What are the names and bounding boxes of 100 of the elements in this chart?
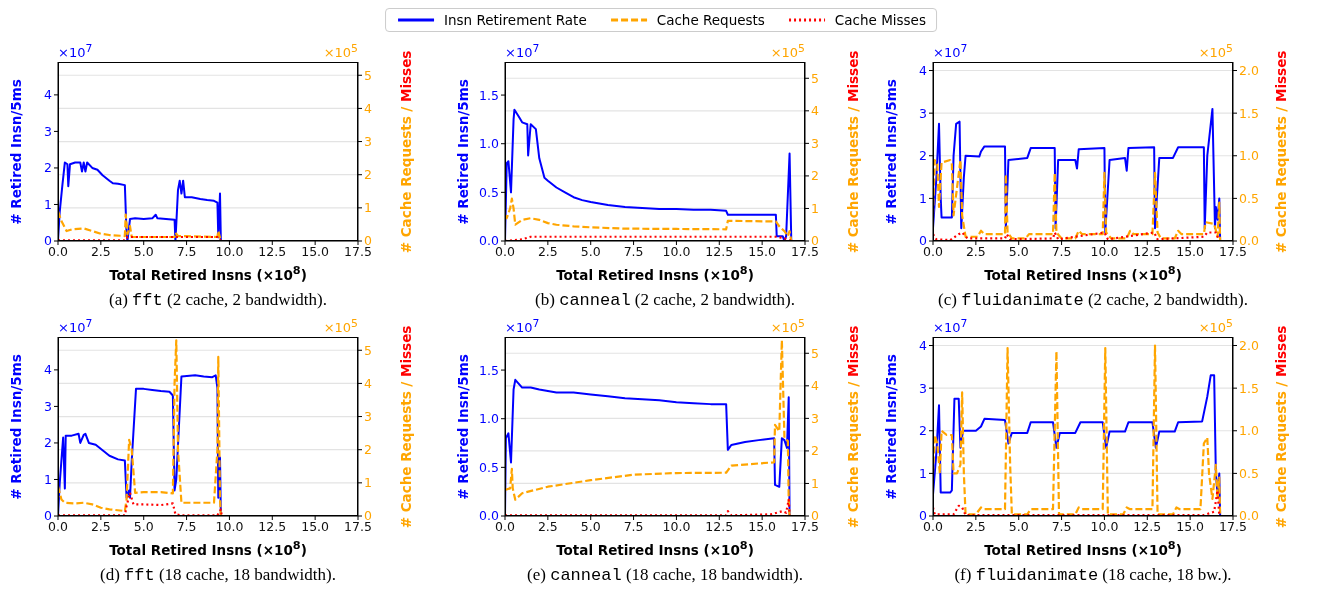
x-axis-title: Total Retired Insns (×10$^{8}$) xyxy=(983,539,1183,558)
y-tick-label: 2 xyxy=(919,148,927,164)
y2-tick-label: 1 xyxy=(811,475,819,491)
x-tick-label: 10.0 xyxy=(1090,243,1119,259)
legend-label: Cache Misses xyxy=(834,12,926,28)
y-tick-label: 1.5 xyxy=(479,362,499,378)
line-series xyxy=(933,158,1222,241)
x-tick-label: 5.0 xyxy=(133,243,154,259)
x-tick-label: 12.5 xyxy=(1133,243,1162,259)
y-tick-label: 3 xyxy=(44,398,52,414)
x-tick-label: 10.0 xyxy=(662,243,691,259)
y2-tick-label: 5 xyxy=(811,345,819,361)
y2-tick-label: 2 xyxy=(364,167,372,183)
x-tick-label: 7.5 xyxy=(623,243,644,259)
text: ×10$^{5}$ xyxy=(1198,42,1233,61)
x-tick-label: 12.5 xyxy=(258,518,287,534)
y2-tick-label: 4 xyxy=(811,103,819,119)
x-axis-title: Total Retired Insns (×10$^{8}$) xyxy=(983,264,1183,283)
x-tick-label: 15.0 xyxy=(1176,518,1205,534)
y-tick-label: 4 xyxy=(44,362,53,378)
y-tick-label: 1 xyxy=(44,196,52,212)
y-tick-label: 1.0 xyxy=(479,411,500,427)
y-tick-label: 2 xyxy=(44,435,52,451)
line-series xyxy=(58,210,222,241)
text: (c) fluidanimate (2 cache, 2 bandwidth). xyxy=(938,290,1248,310)
y2-tick-label: 5 xyxy=(811,70,819,86)
y-axis-title: # Retired Insn/5ms xyxy=(455,78,471,225)
y2-axis-title: # Cache Requests / Misses xyxy=(1273,325,1289,528)
y-axis-title: # Retired Insn/5ms xyxy=(883,78,899,225)
y2-tick-label: 3 xyxy=(364,408,372,424)
x-tick-label: 2.5 xyxy=(90,518,111,534)
text: ×10$^{5}$ xyxy=(770,317,805,336)
line-series xyxy=(505,108,793,241)
x-tick-label: 10.0 xyxy=(215,518,244,534)
x-axis-title: Total Retired Insns (×10$^{8}$) xyxy=(555,264,755,283)
line-series xyxy=(933,374,1222,516)
text: ×10$^{5}$ xyxy=(323,317,358,336)
text: (b) canneal (2 cache, 2 bandwidth). xyxy=(535,290,795,310)
y2-tick-label: 1.0 xyxy=(1239,423,1259,439)
y-tick-label: 1.5 xyxy=(479,87,499,103)
y2-tick-label: 3 xyxy=(811,135,819,151)
text: ×10$^{7}$ xyxy=(505,317,540,336)
x-tick-label: 7.5 xyxy=(176,518,197,534)
x-tick-label: 2.5 xyxy=(90,243,111,259)
y2-tick-label: 1.0 xyxy=(1239,148,1259,164)
x-tick-label: 5.0 xyxy=(580,518,601,534)
y2-tick-label: 2 xyxy=(364,442,372,458)
text: ×10$^{7}$ xyxy=(505,42,540,61)
y2-axis-title: # Cache Requests / Misses xyxy=(845,325,861,528)
legend-label: Insn Retirement Rate xyxy=(444,12,587,28)
y2-tick-label: 2.0 xyxy=(1239,337,1259,353)
x-axis-title: Total Retired Insns (×10$^{8}$) xyxy=(555,539,755,558)
line-series xyxy=(505,197,793,241)
y2-tick-label: 1 xyxy=(364,200,372,216)
y-tick-label: 4 xyxy=(919,62,928,78)
y2-axis-title: # Cache Requests / Misses xyxy=(398,50,414,253)
text: ×10$^{5}$ xyxy=(323,42,358,61)
text: ×10$^{5}$ xyxy=(1198,317,1233,336)
y2-tick-label: 5 xyxy=(364,67,372,83)
x-tick-label: 7.5 xyxy=(623,518,644,534)
y-tick-label: 2 xyxy=(44,160,52,176)
y2-tick-label: 2 xyxy=(811,443,819,459)
y-tick-label: 4 xyxy=(919,337,928,353)
y2-tick-label: 1 xyxy=(811,200,819,216)
y-axis-title: # Retired Insn/5ms xyxy=(883,353,899,500)
y2-tick-label: 3 xyxy=(364,133,372,149)
y-tick-label: 1 xyxy=(919,465,927,481)
x-tick-label: 15.0 xyxy=(1176,243,1205,259)
line-series xyxy=(58,161,222,241)
x-tick-label: 2.5 xyxy=(965,243,986,259)
x-tick-label: 12.5 xyxy=(1133,518,1162,534)
x-tick-label: 15.0 xyxy=(748,518,777,534)
x-tick-label: 10.0 xyxy=(1090,518,1119,534)
y2-tick-label: 0.5 xyxy=(1239,465,1259,481)
text: (e) canneal (18 cache, 18 bandwidth). xyxy=(527,565,803,585)
y-tick-label: 4 xyxy=(44,87,53,103)
text: (f) fluidanimate (18 cache, 18 bw.). xyxy=(954,565,1232,585)
y2-tick-label: 3 xyxy=(811,410,819,426)
x-tick-label: 2.5 xyxy=(965,518,986,534)
x-axis-title: Total Retired Insns (×10$^{8}$) xyxy=(108,539,308,558)
y-tick-label: 0.5 xyxy=(479,459,499,475)
y2-axis-title: # Cache Requests / Misses xyxy=(398,325,414,528)
x-tick-label: 15.0 xyxy=(301,518,330,534)
y-axis-title: # Retired Insn/5ms xyxy=(8,353,24,500)
y2-axis-title: # Cache Requests / Misses xyxy=(1273,50,1289,253)
y-axis-title: # Retired Insn/5ms xyxy=(455,353,471,500)
text: ×10$^{7}$ xyxy=(933,317,968,336)
legend-label: Cache Requests xyxy=(656,12,765,28)
x-tick-label: 10.0 xyxy=(215,243,244,259)
text: ×10$^{7}$ xyxy=(933,42,968,61)
y-tick-label: 3 xyxy=(919,105,927,121)
x-tick-label: 2.5 xyxy=(537,243,558,259)
line-series xyxy=(505,498,791,516)
x-tick-label: 7.5 xyxy=(176,243,197,259)
y2-tick-label: 5 xyxy=(364,342,372,358)
y-tick-label: 1 xyxy=(44,471,52,487)
text: ×10$^{5}$ xyxy=(770,42,805,61)
x-tick-label: 5.0 xyxy=(1008,243,1029,259)
y2-tick-label: 2.0 xyxy=(1239,62,1259,78)
x-tick-label: 12.5 xyxy=(705,518,734,534)
